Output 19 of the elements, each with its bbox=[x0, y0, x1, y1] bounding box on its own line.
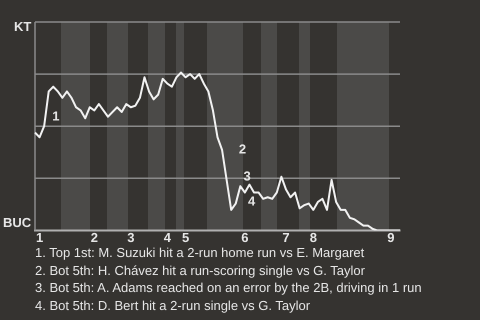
text: KT bbox=[14, 19, 32, 34]
text: 4. Bot 5th: D. Bert hit a 2-run single vs G. Taylor bbox=[35, 296, 312, 314]
annotation: 1 bbox=[52, 108, 60, 124]
text: BUC bbox=[3, 215, 32, 230]
text: 3. Bot 5th: A. Adams reached on an error by the 2B, driving in 1 run bbox=[35, 279, 422, 296]
x-tick-label: 2 bbox=[90, 230, 98, 245]
annotation: 2 bbox=[238, 141, 246, 156]
x-tick-label: 7 bbox=[282, 230, 290, 245]
x-tick-label: 9 bbox=[387, 230, 394, 245]
text: 1. Top 1st: M. Suzuki hit a 2-run home run vs E. Margaret bbox=[35, 244, 366, 262]
text: 2. Bot 5th: H. Chávez hit a run-scoring single vs G. Taylor bbox=[35, 262, 366, 279]
annotation: 3 bbox=[243, 168, 251, 184]
x-tick-label: 4 bbox=[164, 230, 172, 245]
x-tick-label: 1 bbox=[36, 230, 44, 245]
x-tick-label: 3 bbox=[127, 230, 134, 245]
annotation: 4 bbox=[248, 194, 256, 209]
x-tick-label: 8 bbox=[310, 230, 317, 245]
x-tick-label: 5 bbox=[182, 230, 190, 245]
x-tick-label: 6 bbox=[241, 230, 248, 245]
